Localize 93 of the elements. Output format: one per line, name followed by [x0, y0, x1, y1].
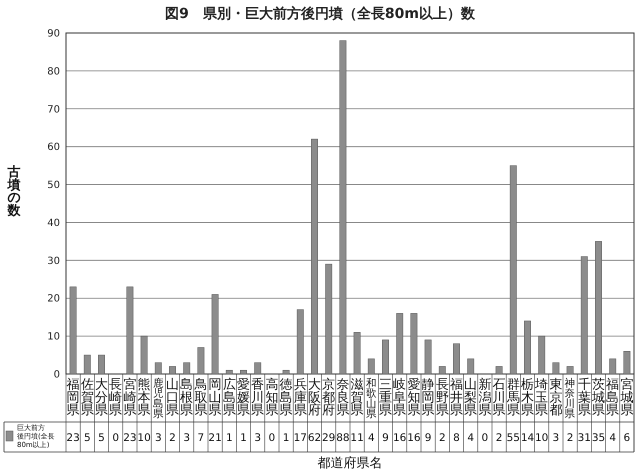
- y-tick-label: 30: [47, 256, 60, 267]
- data-label: 3: [552, 432, 560, 444]
- data-label: 3: [154, 432, 162, 444]
- data-label: 9: [382, 432, 389, 444]
- data-label: 35: [592, 432, 606, 444]
- data-label: 2: [496, 432, 502, 444]
- data-label: 8: [453, 432, 460, 444]
- data-label: 16: [407, 432, 421, 444]
- data-label: 62: [308, 432, 322, 444]
- data-label: 1: [282, 432, 290, 444]
- y-axis-title: 古墳の数: [8, 165, 20, 218]
- xtick: 福島県: [606, 378, 620, 418]
- data-label: 7: [198, 432, 204, 444]
- data-label: 5: [84, 432, 91, 444]
- xtick: 宮崎県: [123, 378, 136, 418]
- xtick: 奈良県: [336, 378, 350, 418]
- xtick: 石川県: [492, 378, 506, 418]
- xtick: 山口県: [166, 378, 179, 418]
- data-label: 0: [112, 432, 120, 444]
- data-label: 4: [368, 432, 375, 444]
- title: 図9 県別・巨大前方後円墳（全長80m以上）数: [165, 6, 475, 22]
- data-label: 5: [98, 432, 105, 444]
- xtick: 福井県: [450, 378, 463, 418]
- data-label: 17: [294, 432, 307, 444]
- xtick: 徳島県: [280, 378, 293, 418]
- xtick: 島根県: [180, 378, 194, 418]
- data-label: 14: [520, 432, 534, 444]
- data-label: 55: [506, 432, 520, 444]
- xtick: 岡山県: [208, 378, 222, 418]
- xtick: 香川県: [251, 378, 264, 418]
- data-label: 2: [438, 432, 446, 444]
- y-tick-label: 90: [47, 28, 60, 40]
- xtick: 鹿児島県: [152, 377, 164, 420]
- y-tick-label: 80: [47, 66, 60, 78]
- xtick: 東京都: [549, 378, 562, 418]
- xtick: 岐阜県: [393, 378, 406, 418]
- y-tick-label: 10: [47, 332, 60, 343]
- xtick: 大阪府: [308, 378, 321, 418]
- xtick: 三重県: [379, 378, 392, 418]
- y-tick-label: 0: [54, 370, 60, 380]
- xtick: 長野県: [436, 378, 449, 418]
- xtick: 京都府: [322, 378, 336, 418]
- data-label: 2: [169, 432, 176, 444]
- xtick: 高知県: [265, 378, 278, 418]
- data-label: 0: [268, 432, 276, 444]
- xtick: 静岡県: [422, 378, 435, 418]
- data-label: 10: [137, 432, 151, 444]
- data-label: 10: [535, 432, 548, 444]
- xtick: 埼玉県: [535, 378, 548, 418]
- x-axis-title: 都道府県名: [318, 455, 382, 471]
- data-label: 23: [66, 432, 80, 444]
- data-label: 4: [609, 432, 616, 444]
- xtick: 長崎県: [109, 378, 122, 418]
- xtick: 佐賀県: [80, 378, 94, 418]
- xtick: 福岡県: [66, 378, 80, 418]
- data-label: 21: [208, 432, 222, 444]
- data-label: 9: [424, 432, 432, 444]
- data-label: 23: [123, 432, 137, 444]
- data-label: 2: [566, 432, 574, 444]
- xtick: 兵庫県: [294, 378, 307, 418]
- data-label: 88: [336, 432, 350, 444]
- xtick: 鳥取県: [194, 378, 208, 418]
- xtick: 千葉県: [578, 378, 591, 418]
- xtick: 愛知県: [407, 378, 420, 418]
- data-label: 6: [624, 432, 630, 444]
- xtick: 山梨県: [464, 378, 478, 418]
- data-label: 0: [482, 432, 488, 444]
- data-label: 16: [393, 432, 406, 444]
- xtick: 栃木県: [521, 378, 534, 418]
- xtick: 熊本県: [138, 378, 151, 418]
- data-label: 3: [183, 432, 190, 444]
- xtick: 滋賀県: [350, 378, 364, 418]
- xtick: 茨城県: [592, 378, 605, 418]
- xtick: 宮城県: [620, 378, 634, 418]
- xtick: 広島県: [222, 378, 236, 418]
- data-label: 3: [254, 432, 262, 444]
- xtick: 和歌山県: [366, 377, 377, 420]
- xtick: 大分県: [95, 378, 108, 418]
- y-tick-label: 40: [47, 218, 60, 229]
- data-label: 11: [350, 432, 364, 444]
- data-label: 1: [240, 432, 247, 444]
- data-label: 1: [226, 432, 233, 444]
- y-tick-label: 60: [47, 142, 60, 154]
- data-label: 4: [467, 432, 474, 444]
- y-tick-label: 50: [47, 180, 60, 192]
- y-tick-label: 20: [47, 294, 60, 305]
- data-label: 31: [578, 432, 591, 444]
- xtick: 神奈川県: [564, 377, 576, 420]
- data-label: 29: [322, 432, 336, 444]
- xtick: 愛媛県: [237, 378, 250, 418]
- xtick: 群馬県: [506, 378, 520, 418]
- y-tick-label: 70: [47, 104, 60, 116]
- xtick: 新潟県: [478, 378, 492, 418]
